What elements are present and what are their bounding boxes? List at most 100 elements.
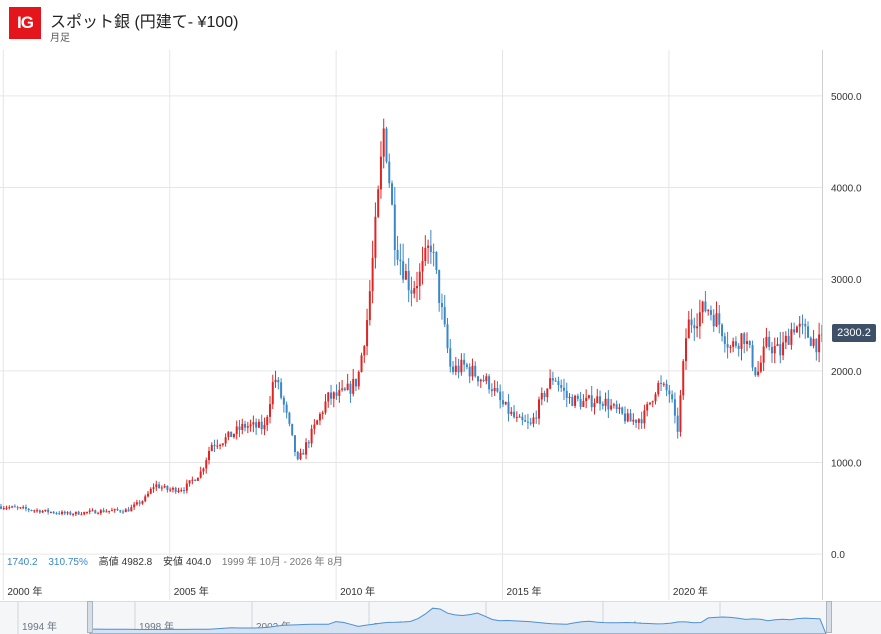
candle-body	[63, 511, 66, 514]
candle-body	[260, 421, 263, 430]
candle-body	[36, 510, 39, 512]
candle-body	[632, 419, 635, 422]
candle-body	[501, 400, 504, 405]
candle-body	[687, 319, 690, 339]
candle-body	[673, 399, 676, 416]
candle-body	[604, 398, 607, 406]
candle-body	[568, 396, 571, 398]
candle-body	[748, 341, 751, 346]
candle-body	[99, 510, 102, 514]
candle-body	[210, 444, 213, 452]
y-axis: 0.0 1000.0 2000.0 3000.0 4000.0 5000.0	[831, 92, 862, 561]
x-tick-label: 2015 年	[507, 585, 542, 598]
candle-body	[734, 341, 737, 346]
candle-body	[485, 376, 488, 382]
candle-body	[313, 424, 316, 429]
candle-body	[108, 510, 111, 512]
candle-body	[532, 417, 535, 424]
candle-body	[590, 395, 593, 408]
candle-body	[85, 511, 88, 513]
candle-body	[465, 364, 468, 367]
candle-body	[146, 493, 149, 497]
candle-body	[113, 509, 116, 511]
candle-body	[457, 365, 460, 373]
navigator-right-handle[interactable]	[826, 601, 832, 633]
y-tick-label: 2000.0	[831, 367, 862, 378]
candle-body	[44, 509, 47, 511]
candle-body	[410, 290, 413, 294]
candle-body	[299, 452, 302, 460]
candle-body	[316, 420, 319, 425]
y-tick-label: 3000.0	[831, 275, 862, 286]
candle-body	[83, 512, 86, 515]
navigator-label: 1994 年	[22, 620, 57, 633]
candle-body	[124, 509, 127, 513]
candle-body	[438, 269, 441, 304]
candle-body	[102, 510, 105, 513]
candle-body	[207, 451, 210, 461]
candle-body	[310, 428, 313, 444]
candle-body	[105, 511, 108, 513]
candle-body	[477, 376, 480, 382]
candle-body	[743, 333, 746, 345]
high-value: 4982.8	[121, 557, 153, 568]
chart-timeframe[interactable]: 月足	[50, 33, 70, 44]
chart-title: スポット銀 (円建て- ¥100)	[50, 14, 239, 31]
candle-body	[646, 404, 649, 411]
candle-body	[648, 402, 651, 405]
candle-body	[812, 338, 815, 346]
candle-body	[144, 496, 147, 502]
candle-body	[255, 422, 258, 428]
candle-body	[171, 487, 174, 490]
candle-body	[599, 396, 602, 404]
candle-body	[504, 401, 507, 405]
candle-body	[707, 310, 710, 312]
candle-body	[643, 410, 646, 424]
navigator-left-handle[interactable]	[87, 601, 93, 633]
candle-body	[399, 259, 402, 262]
candle-body	[141, 501, 144, 504]
candle-body	[249, 424, 252, 427]
candle-body	[183, 490, 186, 492]
candle-body	[213, 444, 216, 446]
candle-body	[58, 513, 61, 515]
candle-body	[94, 510, 97, 514]
candle-body	[610, 405, 613, 410]
candle-body	[493, 387, 496, 392]
y-tick-label: 5000.0	[831, 92, 862, 103]
candle-body	[801, 323, 804, 325]
candle-body	[263, 424, 266, 430]
candle-body	[654, 394, 657, 402]
y-tick-label: 0.0	[831, 550, 845, 561]
candle-body	[418, 271, 421, 287]
candle-body	[338, 389, 341, 396]
candle-body	[216, 445, 219, 447]
candle-body	[793, 329, 796, 333]
candle-body	[682, 361, 685, 396]
candle-body	[765, 336, 768, 347]
candle-body	[618, 407, 621, 410]
ig-logo[interactable]: IG	[9, 7, 41, 39]
candle-body	[582, 401, 585, 407]
candle-body	[538, 399, 541, 419]
candle-body	[737, 345, 740, 349]
candle-body	[232, 434, 235, 437]
candle-body	[360, 355, 363, 372]
candle-body	[407, 270, 410, 291]
candle-body	[685, 338, 687, 362]
candle-body	[776, 344, 779, 347]
candle-body	[238, 426, 241, 430]
candle-body	[715, 313, 718, 327]
price-chart[interactable]	[0, 50, 822, 600]
candle-body	[230, 431, 233, 437]
last-price-tag: 2300.2	[832, 324, 876, 342]
candle-body	[357, 371, 360, 387]
candle-body	[690, 319, 693, 326]
candle-body	[30, 510, 33, 512]
candle-body	[38, 510, 41, 513]
candle-body	[482, 379, 485, 382]
candle-body	[188, 480, 191, 484]
candle-body	[560, 385, 563, 388]
